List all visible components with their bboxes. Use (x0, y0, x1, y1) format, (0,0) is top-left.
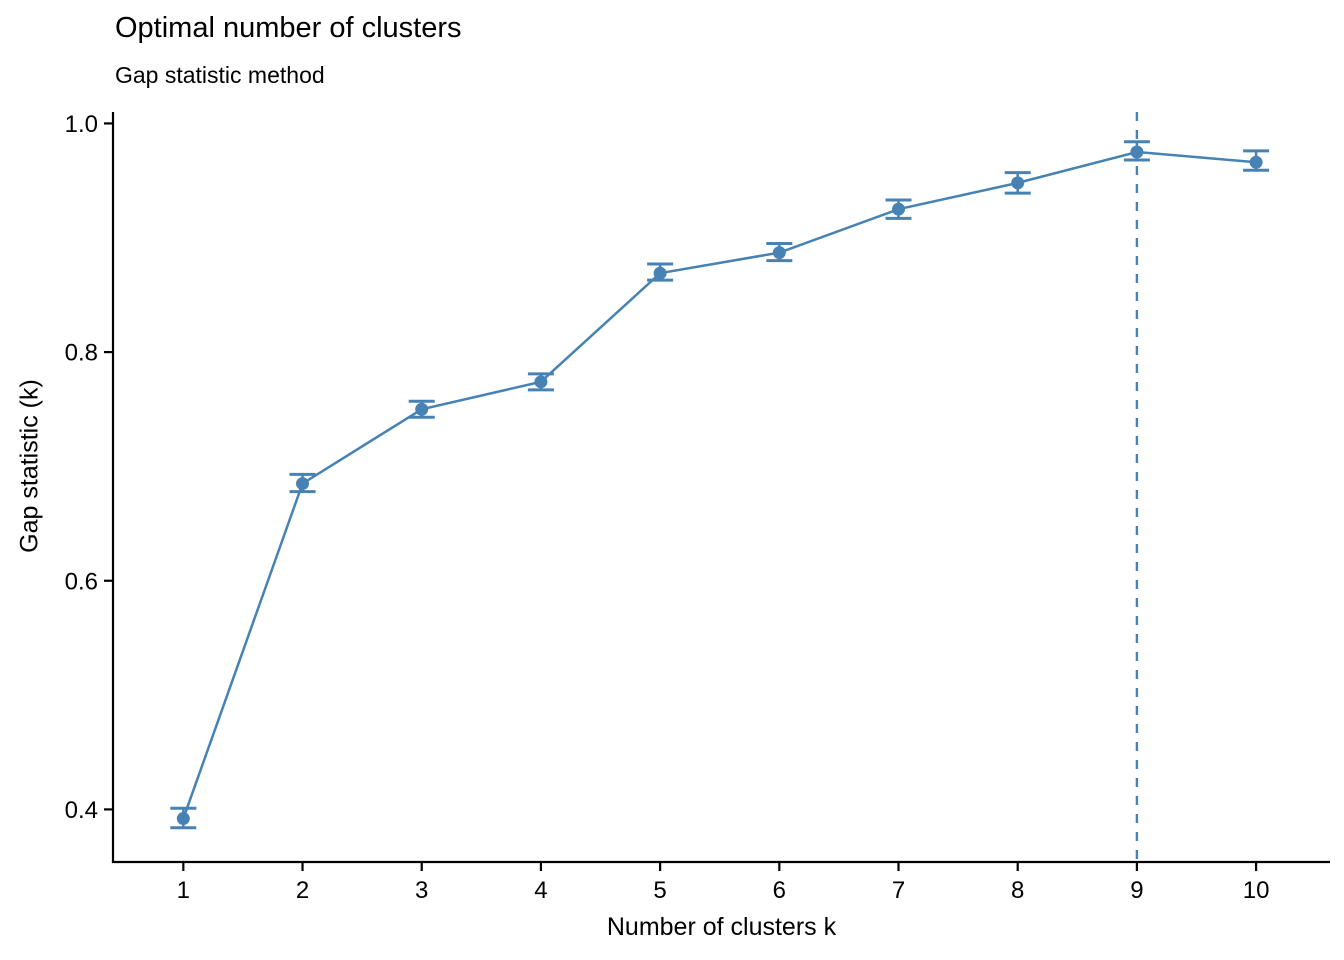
x-axis-title: Number of clusters k (606, 913, 837, 941)
x-tick-label: 7 (892, 877, 905, 904)
y-tick-label: 1.0 (65, 111, 98, 138)
data-point (415, 402, 429, 416)
data-point (296, 477, 310, 491)
x-tick-label: 6 (773, 877, 786, 904)
y-axis-title-text: Gap statistic (k) (15, 379, 44, 553)
gap-line (182, 150, 1257, 819)
data-point (534, 375, 548, 389)
x-tick-label: 5 (653, 877, 666, 904)
data-point (1130, 145, 1144, 159)
y-tick-label: 0.6 (65, 568, 98, 595)
x-tick-label: 2 (296, 877, 309, 904)
y-tick-label: 0.4 (65, 797, 98, 824)
data-point (1249, 155, 1263, 169)
x-tick-label: 10 (1243, 877, 1270, 904)
chart-subtitle: Gap statistic method (115, 62, 325, 88)
data-point (1011, 176, 1025, 190)
chart-title: Optimal number of clusters (115, 12, 462, 44)
x-tick-label: 8 (1011, 877, 1024, 904)
data-point (653, 266, 667, 280)
x-tick-label: 3 (415, 877, 428, 904)
y-tick-label: 0.8 (65, 340, 98, 367)
data-point (176, 812, 190, 826)
data-point (772, 246, 786, 260)
x-tick-label: 4 (534, 877, 547, 904)
x-tick-label: 9 (1130, 877, 1143, 904)
x-tick-label: 1 (177, 877, 190, 904)
data-point (892, 202, 906, 216)
